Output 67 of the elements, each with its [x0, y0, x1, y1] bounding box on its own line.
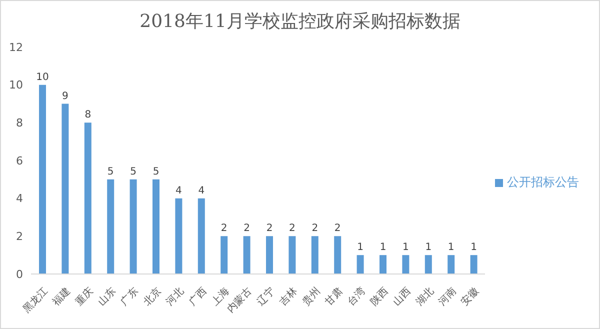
x-tick-label: 黑龙江	[20, 285, 50, 315]
y-tick-label: 6	[16, 154, 23, 168]
x-tick-label: 河南	[436, 285, 459, 308]
y-tick-label: 0	[16, 268, 23, 281]
bar	[152, 179, 160, 274]
data-label: 1	[448, 242, 454, 254]
data-label: 1	[380, 242, 386, 254]
data-label: 8	[84, 110, 92, 121]
x-tick-label: 陕西	[368, 285, 391, 308]
chart-title: 2018年11月学校监控政府采购招标数据	[138, 10, 462, 34]
y-tick-label: 4	[16, 192, 23, 206]
x-tick-label: 山东	[96, 285, 118, 308]
data-label: 1	[470, 242, 477, 254]
x-tick-label: 山西	[390, 285, 414, 308]
x-tick-label: 辽宁	[254, 285, 278, 308]
y-tick-label: 10	[9, 78, 23, 92]
x-tick-label: 北京	[141, 285, 164, 308]
data-label: 2	[289, 223, 296, 234]
data-label: 5	[152, 166, 160, 178]
x-tick-label: 安徽	[458, 285, 482, 308]
x-tick-label: 甘肃	[322, 285, 346, 308]
bar	[62, 104, 69, 274]
legend-label: 公开招标公告	[507, 175, 579, 189]
bar	[424, 255, 432, 274]
bar	[356, 255, 364, 274]
bar	[402, 255, 410, 274]
data-label: 5	[130, 166, 136, 178]
bar	[107, 179, 114, 274]
data-label: 1	[357, 242, 364, 254]
data-label: 9	[62, 90, 68, 102]
data-label: 5	[107, 166, 114, 178]
data-label: 4	[176, 185, 182, 196]
y-tick-label: 2	[16, 230, 23, 244]
x-tick-label: 福建	[50, 285, 73, 308]
bar	[470, 255, 478, 274]
bar	[334, 236, 342, 274]
bar	[198, 198, 205, 274]
x-tick-label: 广西	[186, 285, 210, 308]
x-tick-label: 广东	[118, 285, 141, 308]
data-label: 2	[312, 223, 318, 234]
bar	[130, 179, 137, 274]
data-label: 4	[198, 185, 205, 196]
y-tick-label: 8	[16, 116, 23, 130]
data-label: 1	[425, 242, 432, 254]
bar	[311, 236, 318, 274]
x-tick-label: 河北	[164, 285, 186, 308]
x-tick-label: 重庆	[72, 285, 96, 308]
bar	[448, 255, 455, 274]
bar	[175, 198, 182, 274]
bar	[380, 255, 386, 274]
data-label: 2	[266, 223, 273, 234]
x-tick-label: 贵州	[300, 285, 323, 308]
bar	[84, 122, 92, 274]
x-tick-label: 吉林	[277, 285, 300, 308]
data-label: 10	[36, 72, 49, 83]
bar	[220, 236, 228, 274]
y-tick-label: 12	[9, 40, 23, 54]
data-label: 2	[244, 223, 250, 234]
bar	[39, 84, 46, 274]
data-label: 2	[220, 223, 228, 234]
x-tick-label: 湖北	[413, 285, 436, 308]
data-label: 2	[334, 223, 341, 234]
bar	[266, 236, 273, 274]
x-tick-label: 台湾	[345, 285, 368, 308]
data-label: 1	[402, 242, 409, 254]
bar	[243, 236, 250, 274]
bar	[288, 236, 296, 274]
